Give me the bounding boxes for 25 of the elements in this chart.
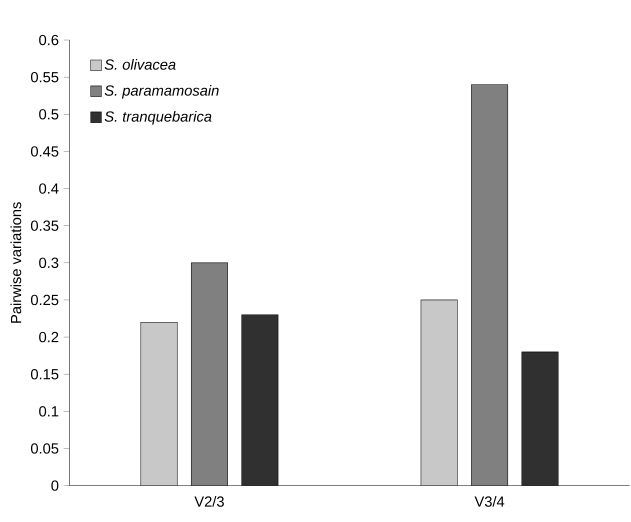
legend-label: S. paramamosain: [104, 85, 219, 99]
y-tick-label: 0.35: [30, 220, 58, 232]
y-tick-label: 0.4: [39, 184, 59, 194]
x-tick-label: V3/4: [474, 496, 504, 507]
y-tick-label: 0.6: [39, 35, 58, 46]
bar: [471, 84, 508, 486]
y-tick-label: 0.1: [39, 406, 58, 417]
bar: [522, 352, 559, 486]
y-tick-label: 0.3: [39, 258, 58, 268]
bar: [191, 262, 228, 486]
y-tick-label: 0.5: [39, 109, 58, 120]
y-axis-title: Pairwise variations: [10, 202, 22, 323]
legend-label: S. tranquebarica: [104, 111, 212, 125]
y-tick-label: 0.55: [30, 72, 58, 83]
y-tick-label: 0.05: [30, 443, 58, 454]
bar: [420, 300, 458, 486]
legend-label: S. olivacea: [104, 59, 176, 70]
y-tick-label: 0: [51, 480, 58, 491]
y-tick-label: 0.15: [30, 369, 58, 380]
bar: [140, 322, 178, 486]
bar: [242, 314, 278, 486]
y-tick-label: 0.45: [30, 146, 58, 157]
y-tick-label: 0.2: [39, 332, 58, 342]
x-tick-label: V2/3: [194, 496, 224, 507]
y-tick-label: 0.25: [30, 294, 58, 306]
